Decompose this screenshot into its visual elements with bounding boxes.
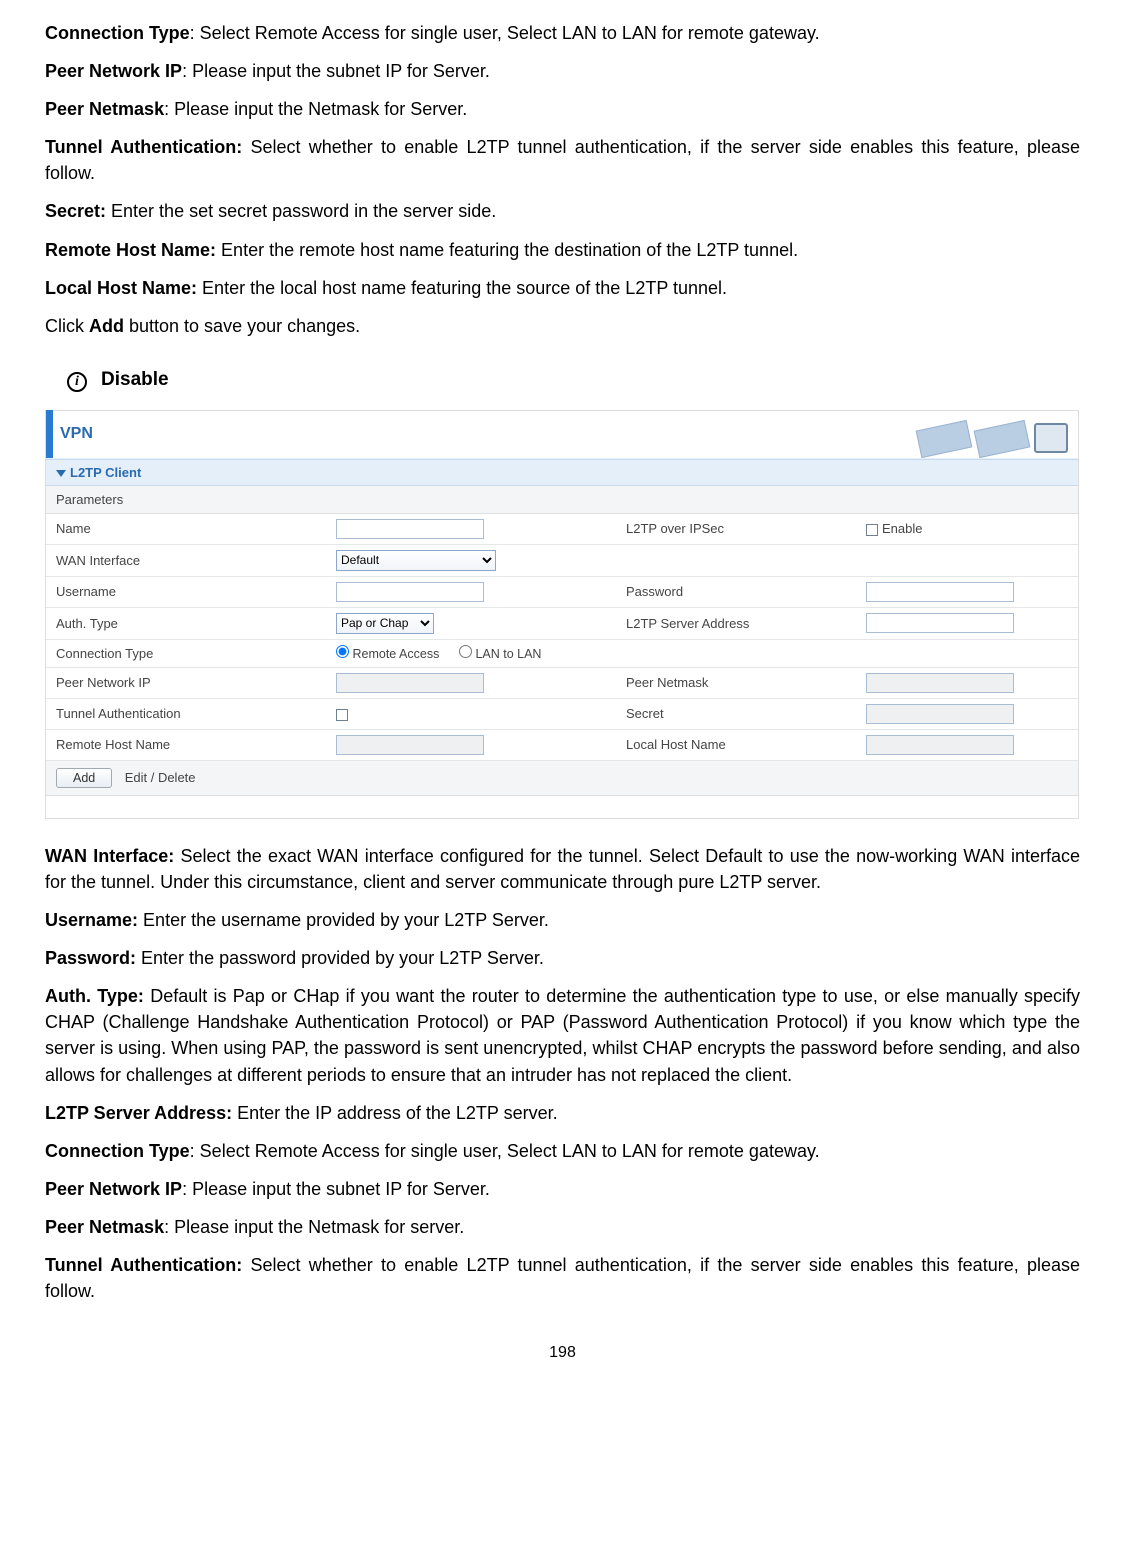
- para2-password: Password: Enter the password provided by…: [45, 945, 1080, 971]
- peer-mask-input[interactable]: [866, 673, 1014, 693]
- vpn-accent-bar: [46, 410, 53, 458]
- label-l2tp-server: L2TP Server Address: [616, 607, 856, 639]
- para2-tunnel-auth: Tunnel Authentication: Select whether to…: [45, 1252, 1080, 1304]
- para-tunnel-auth: Tunnel Authentication: Select whether to…: [45, 134, 1080, 186]
- auth-type-select[interactable]: Pap or Chap: [336, 613, 434, 634]
- vpn-header: VPN: [46, 411, 1078, 459]
- password-input[interactable]: [866, 582, 1014, 602]
- l2tp-client-section[interactable]: L2TP Client: [46, 459, 1078, 486]
- enable-checkbox[interactable]: [866, 524, 878, 536]
- edit-delete-link[interactable]: Edit / Delete: [125, 770, 196, 785]
- page-number: 198: [45, 1344, 1080, 1362]
- para-peer-mask: Peer Netmask: Please input the Netmask f…: [45, 96, 1080, 122]
- label-rhost: Remote Host Name: [46, 729, 326, 760]
- monitor-icon: [1034, 423, 1068, 453]
- label-wan-interface: WAN Interface: [46, 544, 326, 576]
- para-peer-ip: Peer Network IP: Please input the subnet…: [45, 58, 1080, 84]
- label-peer-ip: Peer Network IP: [46, 667, 326, 698]
- para2-wan: WAN Interface: Select the exact WAN inte…: [45, 843, 1080, 895]
- para2-username: Username: Enter the username provided by…: [45, 907, 1080, 933]
- para-click-add: Click Add button to save your changes.: [45, 313, 1080, 339]
- label-name: Name: [46, 514, 326, 545]
- para2-l2tpsrv: L2TP Server Address: Enter the IP addres…: [45, 1100, 1080, 1126]
- para2-peer-mask: Peer Netmask: Please input the Netmask f…: [45, 1214, 1080, 1240]
- vpn-header-graphic: [908, 412, 1078, 456]
- local-host-input[interactable]: [866, 735, 1014, 755]
- peer-ip-input[interactable]: [336, 673, 484, 693]
- l2tp-server-input[interactable]: [866, 613, 1014, 633]
- tunnel-auth-checkbox[interactable]: [336, 709, 348, 721]
- label-conn-type: Connection Type: [46, 639, 326, 667]
- radio-lan-to-lan[interactable]: LAN to LAN: [459, 647, 542, 661]
- vpn-screenshot-panel: VPN L2TP Client Parameters Name L2TP ove…: [45, 410, 1079, 819]
- label-password: Password: [616, 576, 856, 607]
- wan-interface-select[interactable]: Default: [336, 550, 496, 571]
- name-input[interactable]: [336, 519, 484, 539]
- label-username: Username: [46, 576, 326, 607]
- parameters-label: Parameters: [46, 486, 1078, 514]
- username-input[interactable]: [336, 582, 484, 602]
- para2-peer-ip: Peer Network IP: Please input the subnet…: [45, 1176, 1080, 1202]
- label-peer-mask: Peer Netmask: [616, 667, 856, 698]
- vpn-header-title: VPN: [60, 425, 93, 443]
- para2-conn-type: Connection Type: Select Remote Access fo…: [45, 1138, 1080, 1164]
- radio-remote-access[interactable]: Remote Access: [336, 647, 439, 661]
- label-secret: Secret: [616, 698, 856, 729]
- add-button[interactable]: Add: [56, 768, 112, 788]
- enable-label: Enable: [882, 521, 922, 536]
- para-lhost: Local Host Name: Enter the local host na…: [45, 275, 1080, 301]
- disable-heading: iDisable: [67, 369, 1080, 392]
- label-auth-type: Auth. Type: [46, 607, 326, 639]
- decorative-shape-icon: [974, 420, 1031, 458]
- para-conn-type: Connection Type: Select Remote Access fo…: [45, 20, 1080, 46]
- para2-authtype: Auth. Type: Default is Pap or CHap if yo…: [45, 983, 1080, 1087]
- label-l2tp-ipsec: L2TP over IPSec: [616, 514, 856, 545]
- label-lhost: Local Host Name: [616, 729, 856, 760]
- decorative-shape-icon: [916, 420, 973, 458]
- l2tp-form-grid: Name L2TP over IPSec Enable WAN Interfac…: [46, 514, 1078, 761]
- label-tunnel-auth: Tunnel Authentication: [46, 698, 326, 729]
- para-rhost: Remote Host Name: Enter the remote host …: [45, 237, 1080, 263]
- info-icon: i: [67, 372, 87, 392]
- secret-input[interactable]: [866, 704, 1014, 724]
- button-row: Add Edit / Delete: [46, 761, 1078, 796]
- remote-host-input[interactable]: [336, 735, 484, 755]
- para-secret: Secret: Enter the set secret password in…: [45, 198, 1080, 224]
- collapse-triangle-icon: [56, 470, 66, 477]
